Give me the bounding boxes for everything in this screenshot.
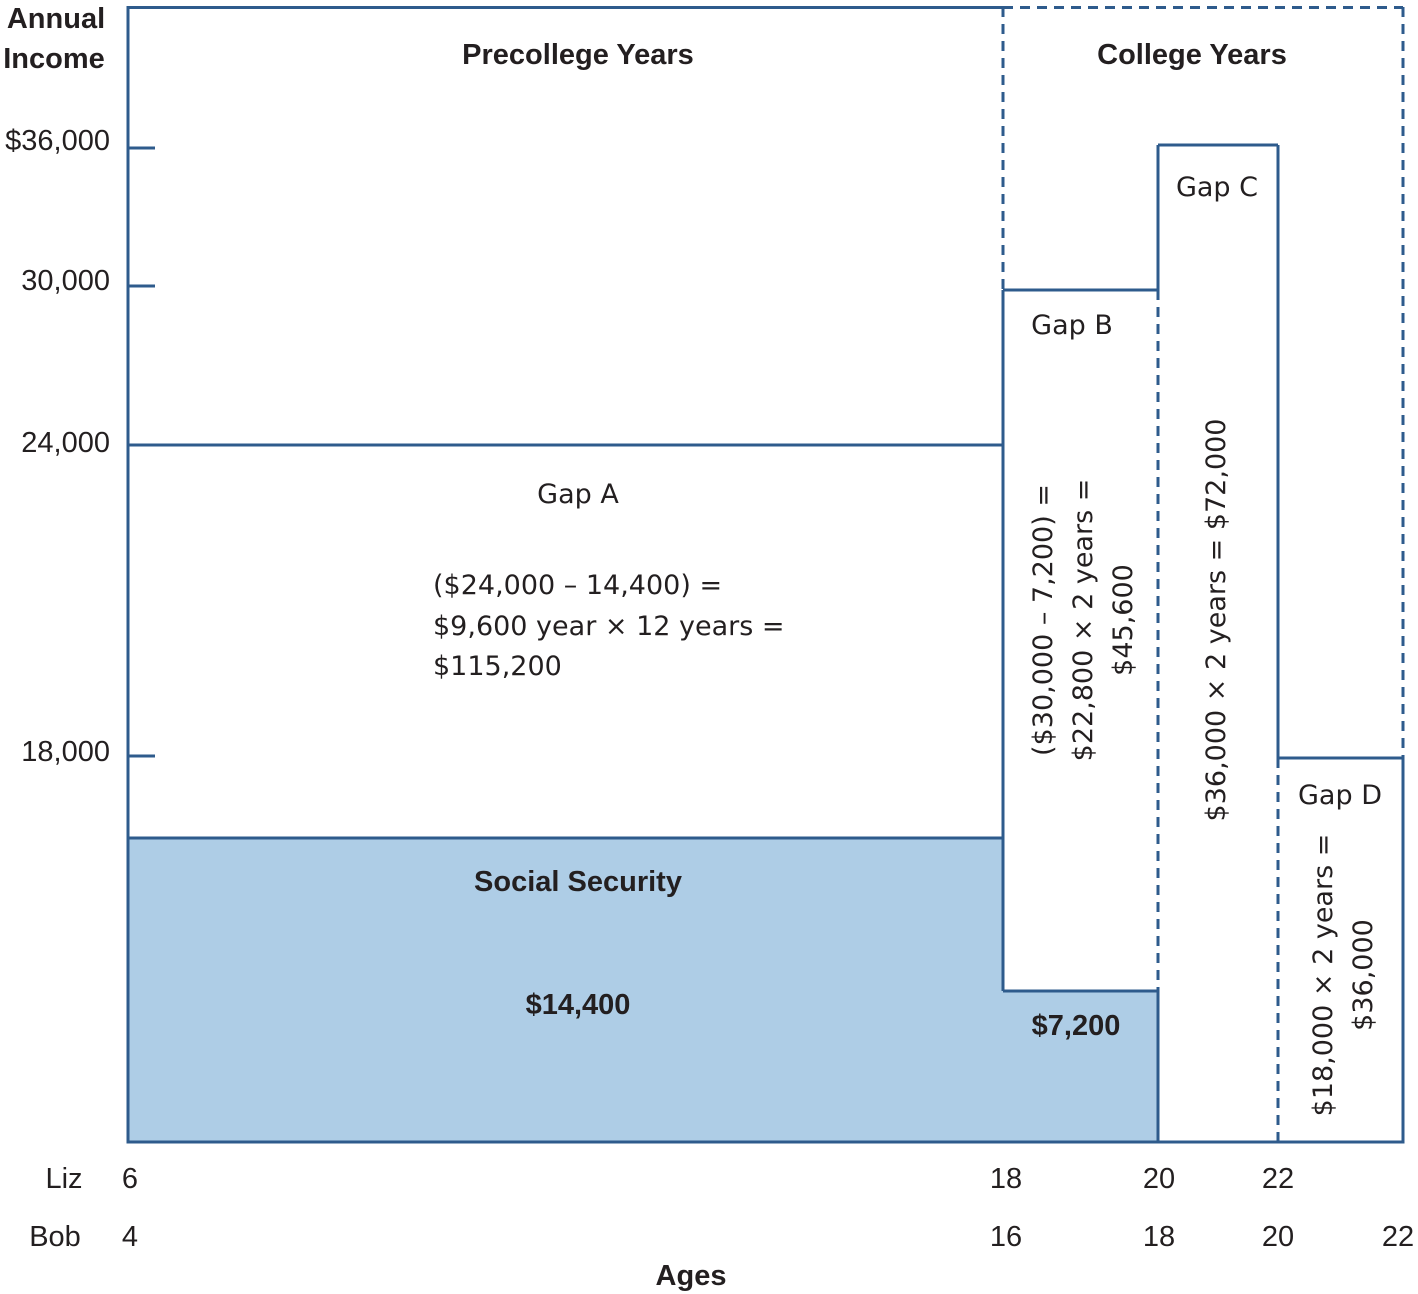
gap-a-line2: $9,600 year × 12 years = xyxy=(433,611,785,642)
liz-age-6: 6 xyxy=(122,1163,138,1195)
gap-c-line1: $36,000 × 2 years = $72,000 xyxy=(1201,419,1232,822)
gap-b-title: Gap B xyxy=(1031,310,1113,341)
y-tick-label-18000: 18,000 xyxy=(21,736,110,768)
social-security-college-area xyxy=(1003,991,1158,1142)
gap-b-line2: $22,800 × 2 years = xyxy=(1068,479,1099,762)
bob-age-4: 4 xyxy=(122,1221,138,1253)
row-label-bob: Bob xyxy=(29,1221,81,1253)
liz-age-18: 18 xyxy=(990,1163,1022,1195)
social-security-precollege-area xyxy=(128,838,1003,1142)
liz-age-20: 20 xyxy=(1143,1163,1175,1195)
social-security-amount-college: $7,200 xyxy=(1032,1010,1121,1042)
bob-age-22: 22 xyxy=(1382,1221,1414,1253)
bob-age-20: 20 xyxy=(1262,1221,1294,1253)
y-axis-title-line1: Annual xyxy=(7,3,105,35)
y-tick-label-30000: 30,000 xyxy=(21,265,110,297)
gap-a-line1: ($24,000 – 14,400) = xyxy=(433,570,722,601)
gap-d-line2: $36,000 xyxy=(1348,919,1379,1031)
gap-b-line3: $45,600 xyxy=(1108,564,1139,676)
social-security-amount-precollege: $14,400 xyxy=(526,989,631,1021)
gap-b-line1: ($30,000 – 7,200) = xyxy=(1028,484,1059,756)
gap-a-line3: $115,200 xyxy=(433,651,562,682)
college-years-heading: College Years xyxy=(1097,39,1287,71)
gap-a-title: Gap A xyxy=(537,479,619,510)
y-tick-label-24000: 24,000 xyxy=(21,427,110,459)
social-security-title: Social Security xyxy=(474,866,682,898)
liz-age-22: 22 xyxy=(1262,1163,1294,1195)
x-axis-title: Ages xyxy=(656,1260,727,1292)
bob-age-18: 18 xyxy=(1143,1221,1175,1253)
y-axis-title-line2: Income xyxy=(3,43,105,75)
gap-c-title: Gap C xyxy=(1176,172,1258,203)
precollege-years-heading: Precollege Years xyxy=(462,39,694,71)
row-label-liz: Liz xyxy=(45,1163,82,1195)
bob-age-16: 16 xyxy=(990,1221,1022,1253)
y-tick-label-36000: $36,000 xyxy=(5,125,110,157)
gap-d-title: Gap D xyxy=(1298,780,1382,811)
gap-d-line1: $18,000 × 2 years = xyxy=(1308,834,1339,1117)
